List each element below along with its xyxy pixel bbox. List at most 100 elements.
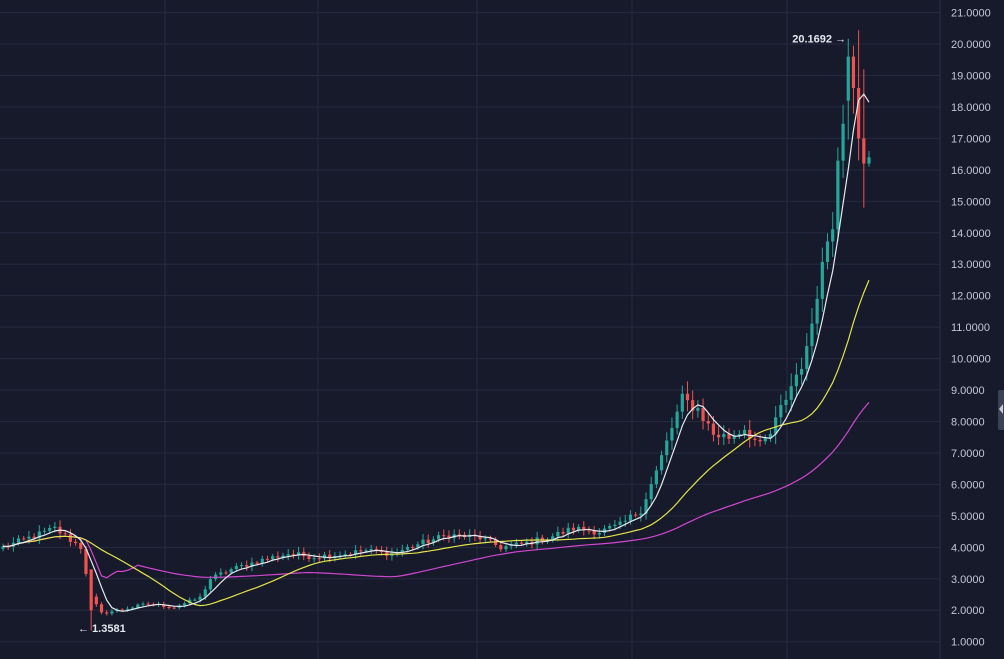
- y-tick-label: 15.0000: [951, 196, 991, 208]
- y-tick-label: 14.0000: [951, 228, 991, 240]
- candle-up: [618, 521, 622, 525]
- candle-up: [16, 538, 21, 543]
- candle-down: [63, 533, 67, 535]
- candle-up: [613, 524, 617, 527]
- y-tick-label: 19.0000: [951, 70, 991, 82]
- y-tick-label: 1.0000: [951, 637, 985, 649]
- candle-down: [265, 558, 270, 560]
- candle-down: [711, 423, 716, 435]
- candle-down: [162, 604, 166, 607]
- y-tick-label: 9.0000: [951, 385, 985, 397]
- candle-down: [701, 408, 705, 421]
- candle-down: [385, 551, 389, 556]
- candle-down: [857, 88, 861, 139]
- candle-down: [89, 569, 93, 611]
- ma-fast-line: [2, 93, 870, 612]
- y-tick-label: 17.0000: [951, 133, 991, 145]
- candle-up: [639, 513, 643, 516]
- candle-up: [188, 599, 192, 604]
- y-tick-label: 10.0000: [951, 354, 991, 366]
- y-tick-label: 21.0000: [951, 8, 991, 20]
- candle-down: [73, 541, 78, 544]
- y-tick-label: 13.0000: [951, 259, 991, 271]
- candle-up: [125, 608, 130, 610]
- candle-down: [519, 542, 524, 544]
- candle-down: [307, 555, 311, 559]
- candle-down: [22, 538, 26, 540]
- candle-up: [815, 298, 819, 324]
- candle-down: [99, 604, 104, 613]
- y-tick-label: 2.0000: [951, 605, 985, 617]
- candle-up: [551, 536, 555, 540]
- candle-down: [862, 138, 866, 164]
- candle-up: [820, 262, 824, 299]
- candle-up: [271, 556, 275, 560]
- candle-up: [42, 530, 47, 532]
- candle-down: [348, 554, 353, 556]
- candle-down: [411, 546, 415, 548]
- candle-up: [203, 589, 207, 597]
- candle-up: [239, 565, 244, 567]
- candle-up: [665, 440, 669, 456]
- candle-down: [691, 400, 695, 411]
- candle-down: [758, 439, 762, 442]
- candle-up: [37, 531, 41, 539]
- candle-up: [805, 346, 809, 369]
- candle-down: [717, 434, 721, 438]
- candle-up: [369, 548, 373, 551]
- candle-up: [789, 386, 793, 400]
- y-tick-label: 8.0000: [951, 417, 985, 429]
- candle-up: [483, 538, 487, 540]
- candle-down: [146, 603, 150, 605]
- candle-down: [32, 536, 36, 539]
- candle-up: [281, 555, 285, 558]
- y-tick-label: 11.0000: [951, 322, 990, 334]
- candle-down: [291, 554, 295, 556]
- y-tick-label: 12.0000: [951, 291, 991, 303]
- candle-down: [245, 565, 249, 567]
- candle-down: [426, 539, 430, 544]
- ma-mid-line: [2, 279, 870, 607]
- candle-up: [654, 470, 658, 485]
- candle-up: [198, 596, 202, 600]
- candle-down: [172, 607, 176, 609]
- grid-lines: [0, 0, 940, 659]
- candle-up: [670, 427, 674, 441]
- candle-down: [84, 549, 88, 574]
- candle-up: [696, 408, 700, 411]
- candle-up: [732, 435, 736, 439]
- candle-up: [867, 157, 871, 164]
- candle-up: [286, 554, 290, 556]
- candle-up: [110, 611, 114, 614]
- candle-down: [592, 530, 596, 535]
- candle-down: [79, 543, 83, 550]
- candle-up: [846, 56, 850, 101]
- candles: [1, 30, 871, 631]
- candle-down: [499, 545, 503, 550]
- candle-up: [742, 429, 747, 435]
- candle-up: [675, 411, 679, 428]
- candle-down: [328, 554, 332, 559]
- y-tick-label: 6.0000: [951, 479, 985, 491]
- candle-up: [431, 539, 436, 544]
- candle-up: [208, 579, 213, 590]
- price-axis[interactable]: 1.0000 2.0000 3.0000 4.0000 5.0000 6.0000 7.00…: [951, 8, 991, 649]
- candle-up: [343, 554, 347, 556]
- candle-down: [255, 562, 259, 564]
- candle-up: [602, 528, 607, 533]
- candle-up: [1, 546, 5, 549]
- candle-up: [400, 549, 404, 553]
- candle-up: [810, 323, 814, 347]
- candle-down: [68, 533, 73, 542]
- candle-down: [727, 433, 731, 439]
- candle-down: [94, 596, 98, 605]
- candle-down: [851, 56, 856, 89]
- candle-down: [224, 572, 228, 574]
- chevron-left-icon[interactable]: [999, 404, 1003, 414]
- candle-up: [141, 603, 145, 605]
- candle-down: [706, 420, 710, 424]
- candle-up: [229, 569, 233, 573]
- candle-up: [421, 539, 425, 545]
